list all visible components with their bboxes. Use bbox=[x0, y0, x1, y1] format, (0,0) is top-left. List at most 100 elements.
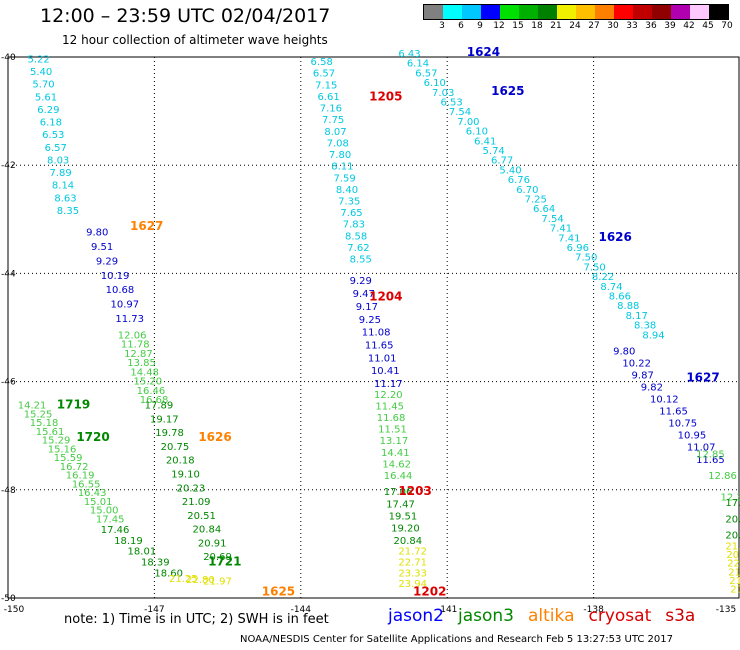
wave-height-value: 19.51 bbox=[389, 512, 418, 523]
wave-height-value: 7.83 bbox=[343, 220, 365, 231]
color-scale-label: 30 bbox=[607, 21, 619, 31]
pass-time-label: 1626 bbox=[198, 430, 231, 444]
wave-height-value: 19.17 bbox=[150, 414, 179, 425]
wave-height-value: 22.80 bbox=[186, 575, 215, 586]
wave-height-value: 16.46 bbox=[137, 386, 166, 397]
wave-height-value: 11.65 bbox=[696, 455, 725, 466]
legend-entry: jason2 bbox=[388, 606, 444, 626]
color-swatch bbox=[690, 5, 709, 19]
wave-height-value: 20.38 bbox=[725, 530, 740, 541]
wave-height-value: 7.80 bbox=[329, 150, 351, 161]
wave-height-value: 17.89 bbox=[145, 401, 174, 412]
wave-height-value: 7.62 bbox=[347, 243, 369, 254]
wave-height-value: 11.07 bbox=[687, 443, 716, 454]
color-swatch bbox=[519, 5, 538, 19]
wave-height-value: 17.46 bbox=[101, 525, 130, 536]
wave-height-value: 12.20 bbox=[374, 390, 403, 401]
color-swatch bbox=[443, 5, 462, 19]
pass-time-label: 1626 bbox=[598, 230, 631, 244]
y-tick-label: -42 bbox=[1, 161, 16, 171]
x-tick-label: -138 bbox=[583, 605, 604, 615]
wave-height-value: 7.54 bbox=[449, 107, 471, 118]
wave-height-value: 5.74 bbox=[483, 146, 505, 157]
credit-footer: NOAA/NESDIS Center for Satellite Applica… bbox=[240, 634, 673, 645]
pass-time-label: 1625 bbox=[491, 84, 524, 98]
wave-height-value: 20.96 bbox=[725, 514, 740, 525]
wave-height-value: 10.22 bbox=[622, 359, 651, 370]
y-tick-label: -48 bbox=[1, 486, 16, 496]
color-scale-label: 12 bbox=[493, 21, 505, 31]
x-tick-label: -144 bbox=[291, 605, 312, 615]
wave-height-value: 7.89 bbox=[49, 168, 71, 179]
color-scale-label: 42 bbox=[683, 21, 695, 31]
chart-title: 12:00 – 23:59 UTC 02/04/2017 bbox=[40, 5, 331, 27]
wave-height-value: 8.14 bbox=[52, 181, 74, 192]
wave-height-value: 8.17 bbox=[626, 311, 648, 322]
wave-height-value: 21.97 bbox=[203, 576, 232, 587]
wave-height-value: 20.23 bbox=[177, 483, 206, 494]
wave-height-value: 9.29 bbox=[96, 256, 118, 267]
wave-height-value: 9.17 bbox=[356, 302, 378, 313]
wave-height-value: 6.29 bbox=[37, 105, 59, 116]
pass-time-label: 1720 bbox=[76, 430, 109, 444]
wave-height-value: 5.61 bbox=[35, 92, 57, 103]
wave-height-value: 18.19 bbox=[114, 536, 143, 547]
color-scale-label: 39 bbox=[664, 21, 676, 31]
wave-height-value: 9.82 bbox=[641, 383, 663, 394]
wave-height-value: 14.62 bbox=[382, 459, 411, 470]
x-tick-label: -150 bbox=[4, 605, 25, 615]
wave-height-value: 6.61 bbox=[317, 92, 339, 103]
wave-height-value: 11.45 bbox=[375, 401, 404, 412]
chart-subtitle: 12 hour collection of altimeter wave hei… bbox=[62, 33, 328, 47]
wave-height-value: 16.68 bbox=[140, 395, 169, 406]
wave-height-value: 14.21 bbox=[18, 401, 47, 412]
wave-height-value: 6.43 bbox=[398, 49, 420, 60]
color-swatch bbox=[595, 5, 614, 19]
wave-height-value: 19.78 bbox=[155, 428, 184, 439]
wave-height-value: 15.29 bbox=[42, 436, 71, 447]
legend-entry: s3a bbox=[665, 606, 696, 626]
color-scale-label: 9 bbox=[477, 21, 483, 31]
wave-height-value: 6.96 bbox=[567, 243, 589, 254]
wave-height-value: 15.20 bbox=[133, 377, 162, 388]
wave-height-value: 19.20 bbox=[391, 524, 420, 535]
wave-height-value: 6.76 bbox=[508, 175, 530, 186]
pass-time-label: 1719 bbox=[57, 398, 90, 412]
wave-height-value: 23.94 bbox=[398, 579, 427, 590]
wave-height-value: 13.85 bbox=[127, 358, 156, 369]
y-tick-label: -44 bbox=[1, 269, 16, 279]
wave-height-value: 10.97 bbox=[110, 300, 139, 311]
pass-time-label: 1202 bbox=[413, 584, 446, 598]
wave-height-value: 7.59 bbox=[334, 173, 356, 184]
color-scale-label: 18 bbox=[531, 21, 543, 31]
pass-time-label: 1624 bbox=[467, 45, 500, 59]
satellite-legend: jason2 jason3 altika cryosat s3a bbox=[388, 606, 709, 626]
wave-height-value: 11.68 bbox=[377, 413, 406, 424]
pass-time-label: 1721 bbox=[208, 555, 241, 569]
wave-height-value: 15.61 bbox=[36, 427, 65, 438]
wave-height-value: 7.16 bbox=[320, 104, 342, 115]
color-scale-label: 3 bbox=[439, 21, 445, 31]
wave-height-value: 19.10 bbox=[171, 470, 200, 481]
wave-height-value: 7.25 bbox=[525, 195, 547, 206]
x-tick-label: -141 bbox=[437, 605, 457, 615]
wave-height-value: 6.10 bbox=[424, 78, 446, 89]
color-swatch bbox=[614, 5, 633, 19]
color-swatch bbox=[481, 5, 500, 19]
wave-height-value: 14.48 bbox=[130, 367, 159, 378]
wave-height-value: 7.08 bbox=[327, 138, 349, 149]
wave-height-value: 6.53 bbox=[42, 130, 64, 141]
wave-height-value: 6.57 bbox=[45, 143, 67, 154]
wave-height-value: 8.88 bbox=[617, 301, 639, 312]
wave-height-value: 10.12 bbox=[650, 395, 679, 406]
wave-height-value: 6.14 bbox=[407, 59, 429, 70]
wave-height-value: 7.50 bbox=[575, 253, 597, 264]
color-scale-label: 45 bbox=[702, 21, 714, 31]
color-swatch bbox=[671, 5, 690, 19]
wave-height-value: 21.99 bbox=[729, 576, 740, 587]
wave-height-value: 8.35 bbox=[57, 206, 79, 217]
wave-height-value: 21.72 bbox=[398, 547, 427, 558]
units-note: note: 1) Time is in UTC; 2) SWH is in fe… bbox=[64, 612, 329, 627]
wave-height-value: 6.57 bbox=[415, 68, 437, 79]
